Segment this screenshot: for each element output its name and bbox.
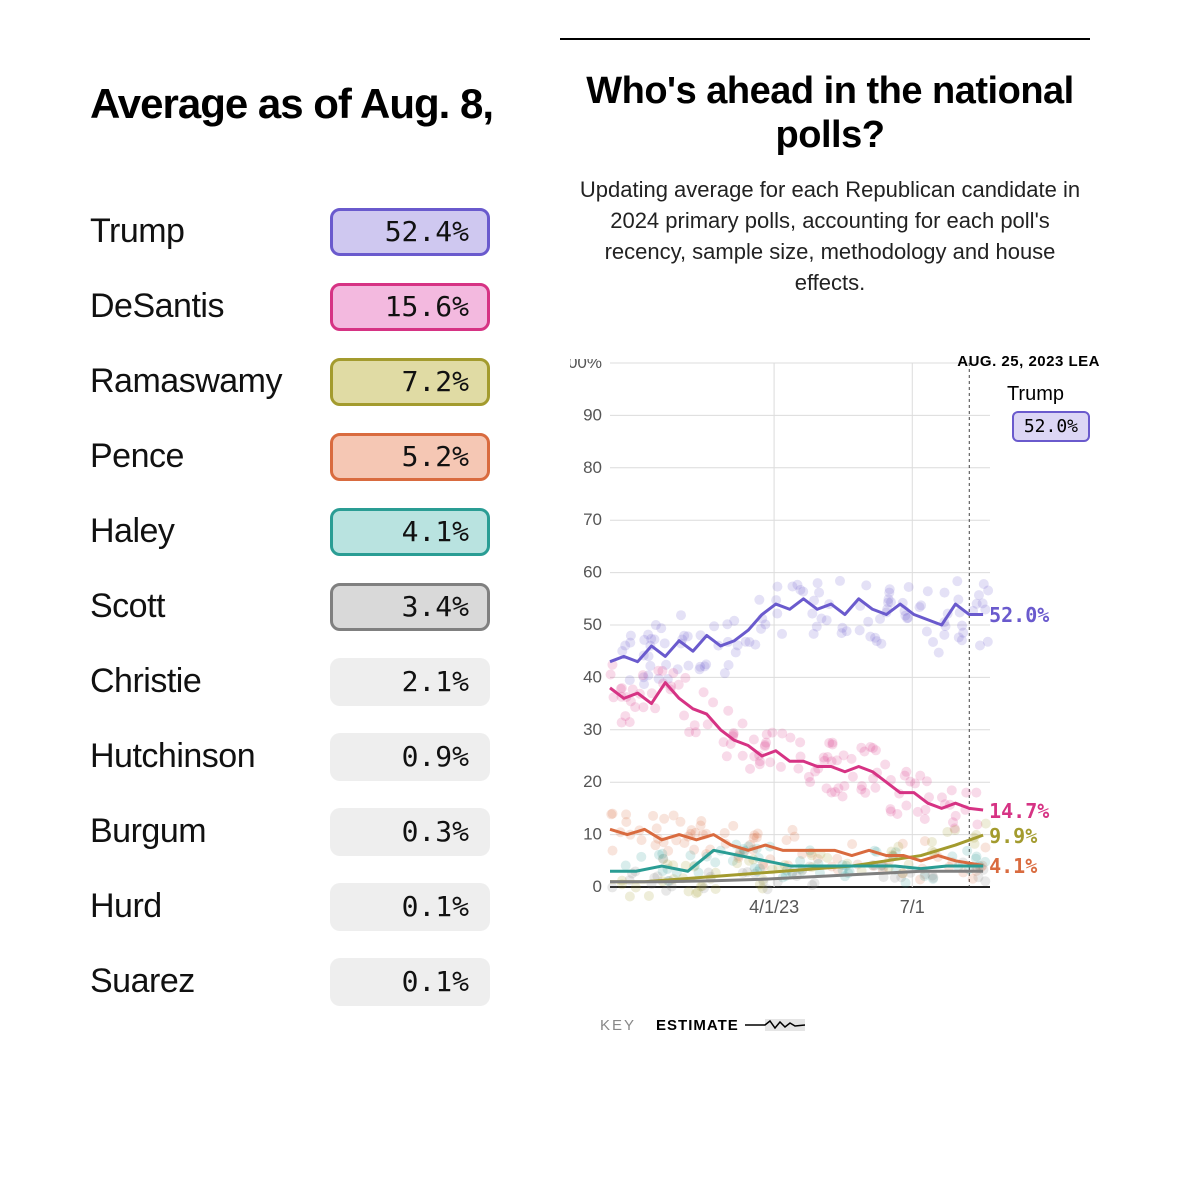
svg-text:10: 10	[583, 824, 602, 843]
divider	[560, 38, 1090, 40]
candidate-row: Scott3.4%	[90, 569, 520, 644]
candidate-name: Burgum	[90, 812, 330, 851]
candidate-row: Pence5.2%	[90, 419, 520, 494]
series-end-label: 14.7%	[989, 799, 1049, 823]
candidate-name: Ramaswamy	[90, 362, 330, 401]
svg-text:50: 50	[583, 615, 602, 634]
candidate-name: Scott	[90, 587, 330, 626]
candidate-name: Christie	[90, 662, 330, 701]
candidate-pct-badge: 0.1%	[330, 958, 490, 1006]
candidate-row: Hutchinson0.9%	[90, 719, 520, 794]
right-title: Who's ahead in the national polls?	[560, 70, 1100, 157]
chart-date-header: AUG. 25, 2023 LEA	[957, 353, 1100, 370]
legend-key-label: KEY	[600, 1017, 636, 1034]
candidate-pct-badge: 3.4%	[330, 583, 490, 631]
svg-text:20: 20	[583, 772, 602, 791]
legend-estimate-icon	[745, 1015, 805, 1035]
candidate-pct-badge: 5.2%	[330, 433, 490, 481]
candidate-name: Haley	[90, 512, 330, 551]
series-end-label: 52.0%	[989, 603, 1049, 627]
left-title: Average as of Aug. 8,	[90, 80, 520, 128]
candidate-pct-badge: 15.6%	[330, 283, 490, 331]
svg-text:40: 40	[583, 667, 602, 686]
chart-svg: 0 10 20 30 40 50 60 70 80 90 100% 4/1/23 7/1	[570, 359, 1010, 919]
candidate-pct-badge: 0.3%	[330, 808, 490, 856]
candidate-pct-badge: 2.1%	[330, 658, 490, 706]
svg-text:4/1/23: 4/1/23	[749, 897, 799, 917]
svg-text:90: 90	[583, 405, 602, 424]
legend-estimate: ESTIMATE	[656, 1015, 805, 1035]
poll-chart: 0102030405060708090100%4/1/237/1 AUG. 25…	[570, 359, 1010, 919]
legend-estimate-label: ESTIMATE	[656, 1017, 739, 1034]
series-end-label: 4.1%	[989, 854, 1037, 878]
candidate-row: Haley4.1%	[90, 494, 520, 569]
candidate-name: DeSantis	[90, 287, 330, 326]
svg-text:60: 60	[583, 562, 602, 581]
candidate-row: Burgum0.3%	[90, 794, 520, 869]
candidate-row: Hurd0.1%	[90, 869, 520, 944]
chart-hover-name: Trump	[1007, 383, 1064, 406]
candidate-row: DeSantis15.6%	[90, 269, 520, 344]
candidate-row: Christie2.1%	[90, 644, 520, 719]
series-end-label: 9.9%	[989, 824, 1037, 848]
candidate-pct-badge: 52.4%	[330, 208, 490, 256]
svg-text:0: 0	[593, 877, 602, 896]
candidate-name: Suarez	[90, 962, 330, 1001]
candidate-pct-badge: 7.2%	[330, 358, 490, 406]
candidate-name: Hurd	[90, 887, 330, 926]
candidate-row: Ramaswamy7.2%	[90, 344, 520, 419]
candidate-pct-badge: 0.9%	[330, 733, 490, 781]
candidate-list: Trump52.4%DeSantis15.6%Ramaswamy7.2%Penc…	[90, 194, 520, 1019]
candidate-name: Pence	[90, 437, 330, 476]
candidate-row: Trump52.4%	[90, 194, 520, 269]
candidate-row: Suarez0.1%	[90, 944, 520, 1019]
svg-text:70: 70	[583, 510, 602, 529]
right-subtitle: Updating average for each Republican can…	[560, 175, 1100, 298]
svg-text:7/1: 7/1	[900, 897, 925, 917]
candidate-name: Trump	[90, 212, 330, 251]
candidate-pct-badge: 4.1%	[330, 508, 490, 556]
legend: KEY ESTIMATE	[600, 1015, 805, 1035]
chart-hover-badge: 52.0%	[1012, 411, 1090, 442]
svg-text:30: 30	[583, 719, 602, 738]
svg-text:80: 80	[583, 457, 602, 476]
candidate-name: Hutchinson	[90, 737, 330, 776]
candidate-pct-badge: 0.1%	[330, 883, 490, 931]
svg-text:100%: 100%	[570, 359, 602, 372]
left-panel: Average as of Aug. 8, Trump52.4%DeSantis…	[0, 0, 520, 1200]
